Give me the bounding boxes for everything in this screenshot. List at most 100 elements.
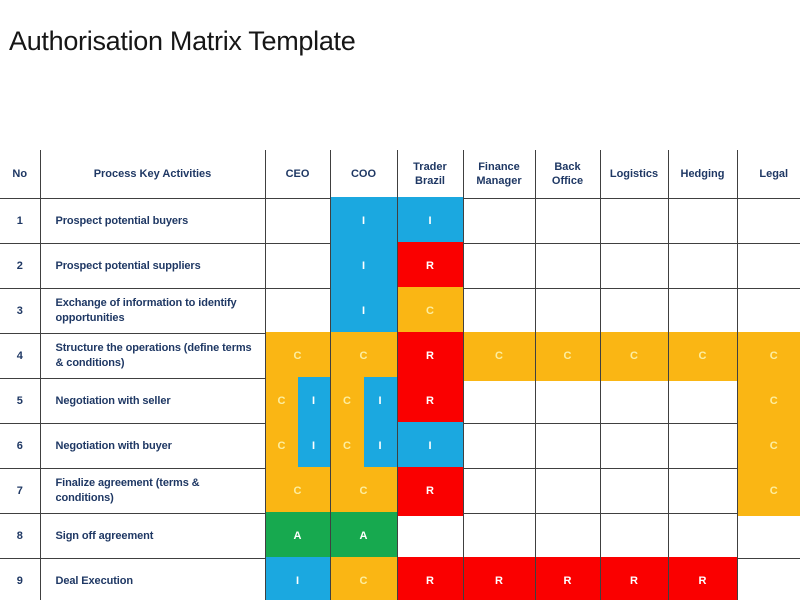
raci-mark-group: R [397,241,463,291]
matrix-cell-4-ceo: C [264,331,331,381]
matrix-cell-9-back_office: R [534,556,601,600]
row-number: 3 [0,288,41,334]
raci-mark-c: C [330,376,364,426]
raci-mark-group: C [265,331,330,381]
matrix-cell-6-legal: C [736,421,800,471]
raci-mark-i: I [397,421,463,471]
matrix-cell-6-logistics [599,423,669,469]
raci-mark-r: R [535,556,600,600]
matrix-cell-9-coo: C [329,556,398,600]
raci-mark-r: R [397,556,463,600]
page-title: Authorisation Matrix Template [9,26,356,56]
matrix-cell-2-legal [736,243,800,289]
row-number: 1 [0,198,41,244]
raci-mark-c: C [265,421,298,471]
authorisation-matrix-table: No Process Key Activities CEO COO Trader Bra… [0,150,800,600]
raci-mark-group: A [265,511,330,561]
raci-mark-group: R [397,376,463,426]
raci-mark-group: R [397,556,463,600]
matrix-cell-8-finance_manager [462,513,536,559]
raci-mark-group: I [330,241,397,291]
column-header-hedging: Hedging [667,150,738,199]
raci-mark-r: R [397,466,463,516]
column-header-logistics: Logistics [599,150,669,199]
row-number: 2 [0,243,41,289]
matrix-cell-1-hedging [667,198,738,244]
matrix-cell-7-finance_manager [462,468,536,514]
matrix-cell-2-finance_manager [462,243,536,289]
raci-mark-group: C [737,376,800,426]
matrix-cell-4-coo: C [329,331,398,381]
matrix-row-7: 7 Finalize agreement (terms & conditions)… [0,466,800,516]
matrix-cell-5-finance_manager [462,378,536,424]
matrix-cell-8-coo: A [329,511,398,561]
raci-mark-a: A [330,511,397,561]
matrix-row-4: 4 Structure the operations (define terms … [0,331,800,381]
matrix-cell-7-back_office [534,468,601,514]
raci-mark-c: C [330,331,397,381]
row-number: 7 [0,468,41,514]
raci-mark-c: C [668,331,737,381]
raci-mark-group: R [535,556,600,600]
matrix-cell-3-legal [736,288,800,334]
matrix-cell-3-finance_manager [462,288,536,334]
matrix-cell-3-trader_brazil: C [396,286,464,336]
activity-label: Deal Execution [39,558,266,600]
column-header-coo: COO [329,150,398,199]
matrix-cell-9-hedging: R [667,556,738,600]
matrix-cell-9-legal [736,558,800,600]
raci-mark-i: I [297,376,330,426]
raci-mark-i: I [330,196,397,246]
raci-mark-c: C [330,466,397,516]
matrix-cell-7-coo: C [329,466,398,516]
raci-mark-c: C [600,331,668,381]
raci-mark-group: I [397,421,463,471]
raci-mark-group: C [330,331,397,381]
raci-mark-group: C [737,466,800,516]
matrix-cell-1-trader_brazil: I [396,196,464,246]
raci-mark-i: I [330,286,397,336]
raci-mark-group: C [397,286,463,336]
raci-mark-c: C [535,331,600,381]
activity-label: Structure the operations (define terms &… [39,333,266,379]
raci-mark-group: C [330,556,397,600]
column-header-back_office: Back Office [534,150,601,199]
matrix-cell-1-logistics [599,198,669,244]
activity-label: Negotiation with buyer [39,423,266,469]
matrix-cell-2-hedging [667,243,738,289]
raci-mark-c: C [737,466,800,516]
matrix-cell-8-back_office [534,513,601,559]
raci-mark-i: I [330,241,397,291]
matrix-cell-3-hedging [667,288,738,334]
raci-mark-c: C [265,376,298,426]
raci-mark-r: R [397,376,463,426]
raci-mark-c: C [463,331,535,381]
matrix-cell-1-legal [736,198,800,244]
matrix-cell-8-ceo: A [264,511,331,561]
matrix-cell-6-back_office [534,423,601,469]
matrix-cell-9-trader_brazil: R [396,556,464,600]
raci-mark-c: C [737,376,800,426]
matrix-cell-9-ceo: I [264,556,331,600]
matrix-header-row: No Process Key Activities CEO COO Trader Bra… [0,150,800,199]
matrix-row-3: 3 Exchange of information to identify opp… [0,286,800,336]
raci-mark-group: C [265,466,330,516]
raci-mark-c: C [330,556,397,600]
matrix-cell-4-trader_brazil: R [396,331,464,381]
raci-mark-i: I [363,376,397,426]
matrix-cell-1-coo: I [329,196,398,246]
matrix-row-5: 5 Negotiation with seller C I C I R C [0,376,800,426]
raci-mark-group: I [330,196,397,246]
raci-mark-group: C [330,466,397,516]
matrix-cell-4-legal: C [736,331,800,381]
raci-mark-i: I [297,421,330,471]
matrix-cell-5-hedging [667,378,738,424]
raci-mark-group: A [330,511,397,561]
matrix-cell-1-finance_manager [462,198,536,244]
matrix-cell-7-ceo: C [264,466,331,516]
row-number: 6 [0,423,41,469]
